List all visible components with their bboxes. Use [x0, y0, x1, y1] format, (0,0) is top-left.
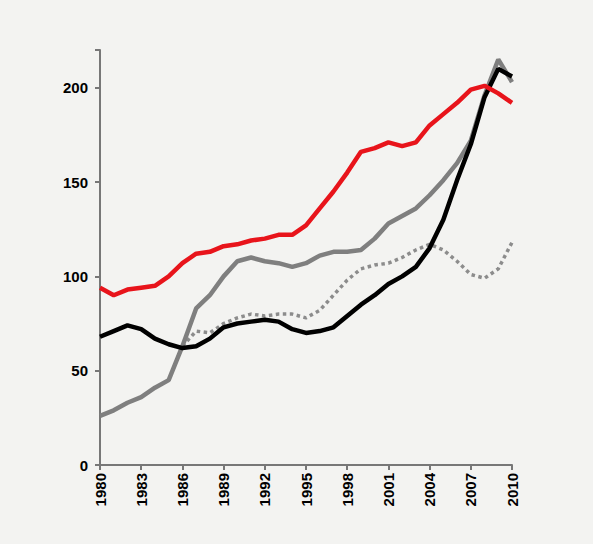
svg-text:1989: 1989	[215, 473, 232, 506]
svg-text:0: 0	[80, 457, 88, 474]
svg-text:1986: 1986	[174, 473, 191, 506]
svg-text:2001: 2001	[380, 473, 397, 506]
svg-text:50: 50	[71, 362, 88, 379]
svg-text:1995: 1995	[298, 473, 315, 506]
svg-text:1992: 1992	[256, 473, 273, 506]
svg-text:2004: 2004	[421, 472, 438, 506]
svg-text:200: 200	[63, 79, 88, 96]
svg-text:1983: 1983	[133, 473, 150, 506]
svg-text:2010: 2010	[504, 473, 521, 506]
svg-text:2007: 2007	[462, 473, 479, 506]
svg-text:150: 150	[63, 174, 88, 191]
svg-text:1998: 1998	[339, 473, 356, 506]
svg-text:100: 100	[63, 268, 88, 285]
svg-text:1980: 1980	[92, 473, 109, 506]
